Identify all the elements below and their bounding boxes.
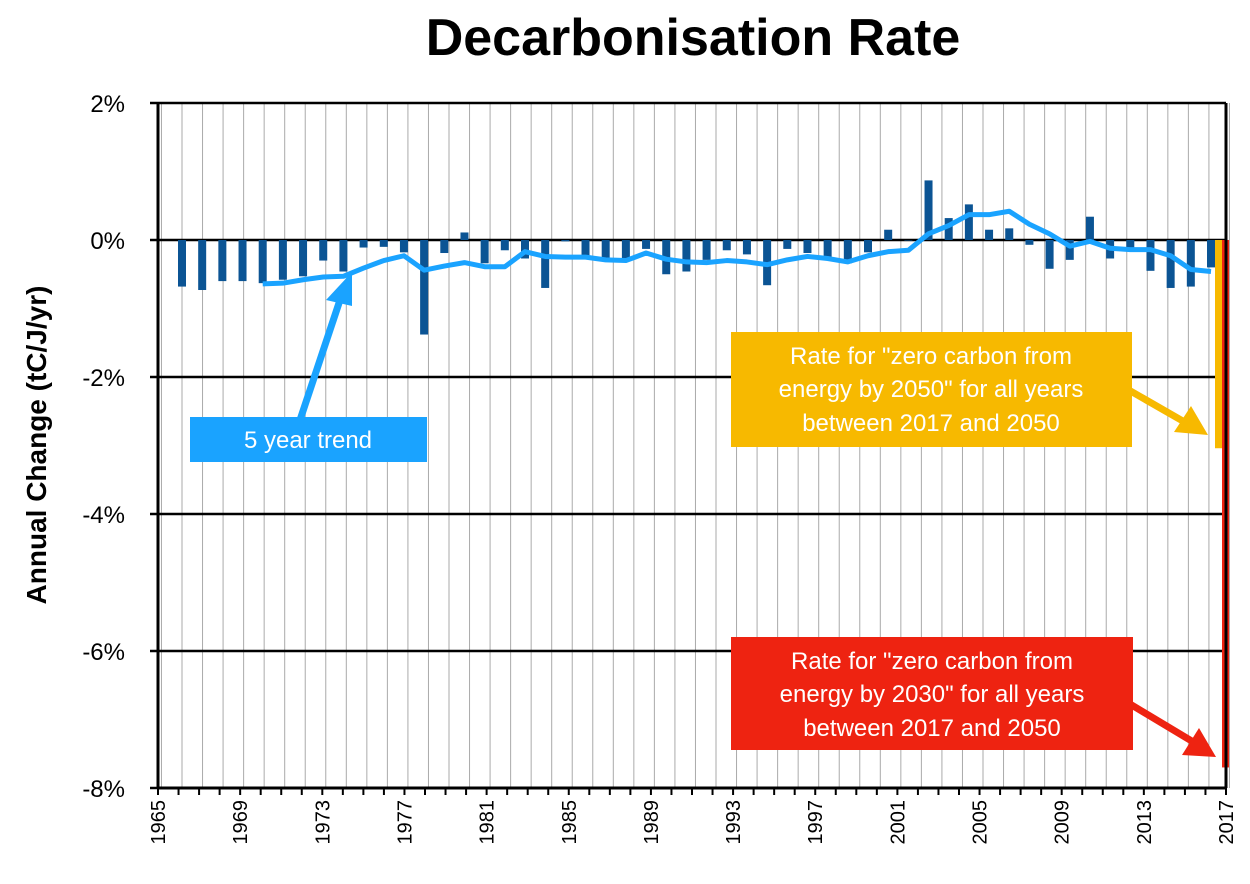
y-tick-label: -4% — [82, 502, 125, 529]
bar-2007 — [1005, 228, 1014, 240]
trend-arrow-shaft — [296, 298, 344, 422]
target-2030-annotation: Rate for "zero carbon from energy by 203… — [731, 637, 1216, 757]
bar-1970 — [258, 240, 267, 284]
trend-annotation: 5 year trend — [190, 272, 427, 462]
bar-1989 — [642, 240, 651, 249]
bar-1998 — [823, 240, 832, 260]
bar-2017 — [1207, 240, 1215, 268]
bar-2003 — [924, 180, 933, 240]
target-2050-arrow-head — [1174, 406, 1208, 435]
target-2050-box — [731, 332, 1132, 447]
bar-1974 — [339, 240, 348, 272]
x-tick-label: 1985 — [559, 800, 581, 845]
bar-2004 — [944, 218, 953, 240]
target-2030-line-1: Rate for "zero carbon from — [791, 648, 1073, 675]
bar-2000 — [864, 240, 872, 253]
bar-2013 — [1126, 240, 1135, 248]
x-tick-labels: 1965 1969 1973 1977 1981 1985 1989 1993 1997 2001… — [148, 800, 1238, 845]
target-2030-line-3: between 2017 and 2050 — [803, 715, 1061, 742]
target-2050-annotation: Rate for "zero carbon from energy by 205… — [731, 332, 1208, 447]
x-tick-label: 2005 — [970, 800, 992, 845]
x-tick-label: 2013 — [1134, 800, 1156, 845]
x-tick-label: 1997 — [805, 800, 827, 845]
bar-1999 — [843, 240, 852, 264]
x-tick-label: 1973 — [312, 800, 334, 845]
target-2030-line-2: energy by 2030" for all years — [780, 681, 1085, 708]
bar-2002 — [904, 240, 913, 241]
bar-1997 — [803, 240, 812, 254]
y-tick-label: 2% — [90, 91, 125, 118]
bar-1973 — [319, 240, 328, 261]
bar-1982 — [500, 240, 509, 251]
y-tick-label: -2% — [82, 365, 125, 392]
bar-1991 — [682, 240, 691, 272]
y-tick-label: -8% — [82, 776, 125, 803]
x-tick-label: 1993 — [723, 800, 745, 845]
bar-1987 — [601, 240, 610, 259]
bar-2006 — [985, 229, 994, 240]
bar-1976 — [379, 240, 388, 247]
x-tick-label: 2009 — [1052, 800, 1074, 845]
x-tick-label: 2017 — [1216, 800, 1238, 845]
bar-1978 — [420, 240, 429, 335]
bar-1975 — [359, 240, 368, 248]
chart-title: Decarbonisation Rate — [426, 9, 961, 67]
bar-1986 — [581, 240, 590, 257]
target-2050-line-3: between 2017 and 2050 — [802, 410, 1060, 437]
y-axis-label: Annual Change (tC/J/yr) — [21, 286, 52, 605]
target-2050-line-1: Rate for "zero carbon from — [790, 343, 1072, 370]
x-tick-label: 1969 — [230, 800, 252, 845]
x-tick-label: 1977 — [394, 800, 416, 845]
bar-2010 — [1065, 240, 1074, 260]
bar-2009 — [1045, 240, 1054, 269]
bar-2015 — [1166, 240, 1175, 288]
bar-1994 — [742, 240, 751, 255]
bar-1972 — [299, 240, 308, 277]
x-tick-label: 1981 — [477, 800, 499, 845]
bar-1969 — [238, 240, 247, 282]
bar-1979 — [440, 240, 449, 254]
bar-1984 — [541, 240, 550, 288]
y-tick-labels: 2% 0% -2% -4% -6% -8% — [82, 91, 125, 803]
bar-1993 — [722, 240, 731, 251]
trend-line — [262, 208, 1212, 287]
bar-2005 — [964, 204, 973, 240]
bar-1977 — [399, 240, 408, 253]
bar-2014 — [1146, 240, 1155, 271]
bar-1981 — [480, 240, 489, 264]
bar-1988 — [621, 240, 630, 259]
bar-1980 — [460, 232, 469, 240]
bar-1985 — [561, 240, 570, 242]
trend-arrow-head — [326, 272, 352, 306]
bar-1967 — [198, 240, 207, 291]
x-tick-label: 1965 — [148, 800, 170, 845]
bar-2016 — [1186, 240, 1195, 287]
y-tick-label: 0% — [90, 228, 125, 255]
y-tick-label: -6% — [82, 639, 125, 666]
bar-2011 — [1085, 216, 1094, 240]
x-tick-label: 1989 — [641, 800, 663, 845]
x-tick-label: 2001 — [887, 800, 909, 845]
bar-1992 — [702, 240, 711, 260]
bar-1968 — [218, 240, 227, 282]
trend-label-box — [190, 417, 427, 462]
target-2050-line-2: energy by 2050" for all years — [779, 376, 1084, 403]
bar-1966 — [178, 240, 186, 287]
trend-label: 5 year trend — [244, 427, 372, 454]
target-bar-0 — [1215, 240, 1222, 449]
axes — [156, 103, 1228, 795]
bar-2008 — [1025, 240, 1034, 245]
target-2030-arrow-head — [1182, 728, 1216, 757]
bar-1996 — [783, 240, 792, 249]
bar-2001 — [884, 229, 893, 240]
bar-1971 — [278, 240, 287, 280]
target-2030-box — [731, 637, 1133, 750]
